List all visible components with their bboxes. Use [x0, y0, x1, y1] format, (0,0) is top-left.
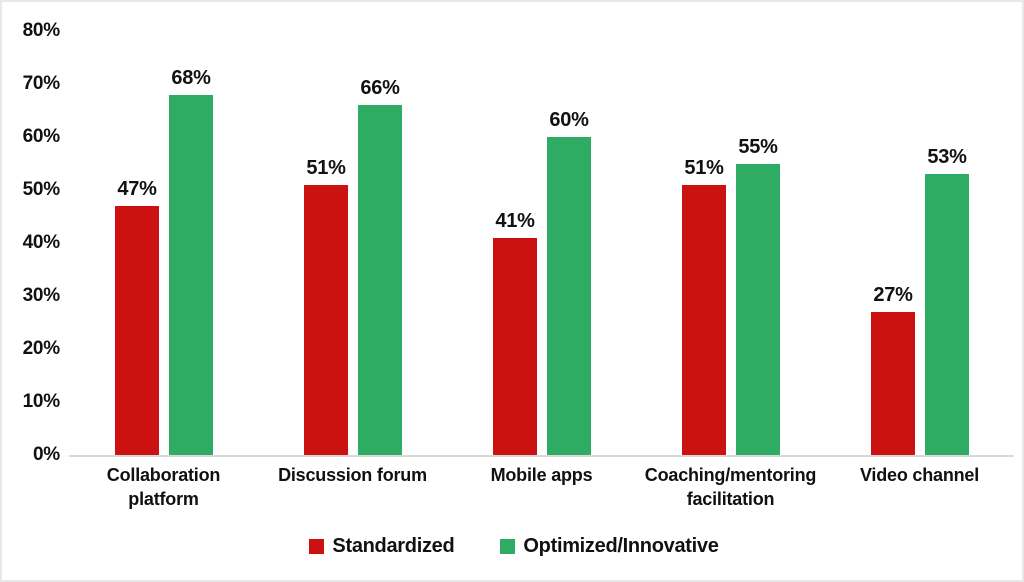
- bar-group: 51% 55%: [636, 31, 825, 455]
- plot-area: 47% 68% 51% 66% 41%: [69, 31, 1014, 457]
- bar-rect: [169, 94, 213, 455]
- x-axis-category-line: Coaching/mentoring: [644, 465, 817, 485]
- bar-value-label: 55%: [738, 135, 778, 158]
- bar-rect: [547, 137, 591, 455]
- y-axis-tick: 20%: [22, 338, 61, 359]
- x-axis-category-label: Mobile apps: [447, 464, 636, 488]
- bar-rect: [871, 311, 915, 455]
- legend-item-standardized[interactable]: Standardized: [309, 535, 455, 558]
- bar-value-label: 51%: [306, 156, 346, 179]
- bar-rect: [358, 105, 402, 455]
- bar-value-label: 41%: [495, 209, 535, 232]
- bar-group: 47% 68%: [69, 31, 258, 455]
- y-axis-tick: 80%: [22, 20, 61, 41]
- y-axis-tick: 70%: [22, 73, 61, 94]
- x-axis-category-label: Discussion forum: [258, 464, 447, 488]
- x-axis-category-label: Coaching/mentoring facilitation: [636, 464, 825, 512]
- bar-value-label: 47%: [117, 177, 157, 200]
- legend-label: Standardized: [332, 535, 455, 557]
- y-axis-tick: 60%: [22, 126, 61, 147]
- bar-value-label: 66%: [360, 77, 400, 100]
- y-axis-tick: 0%: [32, 444, 60, 465]
- bar-rect: [493, 237, 537, 455]
- legend-item-optimized[interactable]: Optimized/Innovative: [500, 535, 719, 558]
- x-axis-baseline: [69, 455, 1014, 457]
- bar-rect: [304, 184, 348, 455]
- x-axis-category-label: Collaboration platform: [69, 464, 258, 512]
- y-axis-tick: 30%: [22, 285, 61, 306]
- x-axis-category-line: Mobile apps: [490, 465, 593, 485]
- bar-value-label: 53%: [927, 146, 967, 169]
- bar-value-label: 68%: [171, 66, 211, 89]
- legend-label: Optimized/Innovative: [523, 535, 719, 557]
- bar-group: 41% 60%: [447, 31, 636, 455]
- bar-value-label: 60%: [549, 109, 589, 131]
- bar-group: 27% 53%: [825, 31, 1014, 455]
- bar-rect: [736, 163, 780, 455]
- y-axis-tick: 10%: [22, 391, 61, 412]
- bar-rect: [682, 184, 726, 455]
- x-axis-category-line: Discussion forum: [278, 465, 427, 485]
- bar-group: 51% 66%: [258, 31, 447, 455]
- x-axis-category-label: Video channel: [825, 464, 1014, 488]
- x-axis-category-line: platform: [128, 488, 199, 509]
- legend-swatch-icon: [309, 539, 325, 554]
- bar-value-label: 27%: [873, 283, 913, 306]
- x-axis-category-line: facilitation: [686, 488, 775, 509]
- chart-legend: Standardized Optimized/Innovative: [2, 535, 1022, 558]
- legend-swatch-icon: [500, 539, 516, 554]
- bar-rect: [925, 174, 969, 455]
- bar-value-label: 51%: [684, 156, 724, 179]
- y-axis-tick: 50%: [22, 179, 61, 200]
- x-axis-category-line: Video channel: [859, 465, 980, 485]
- bar-rect: [115, 205, 159, 455]
- x-axis-category-line: Collaboration: [106, 465, 221, 485]
- y-axis-tick: 40%: [22, 232, 61, 253]
